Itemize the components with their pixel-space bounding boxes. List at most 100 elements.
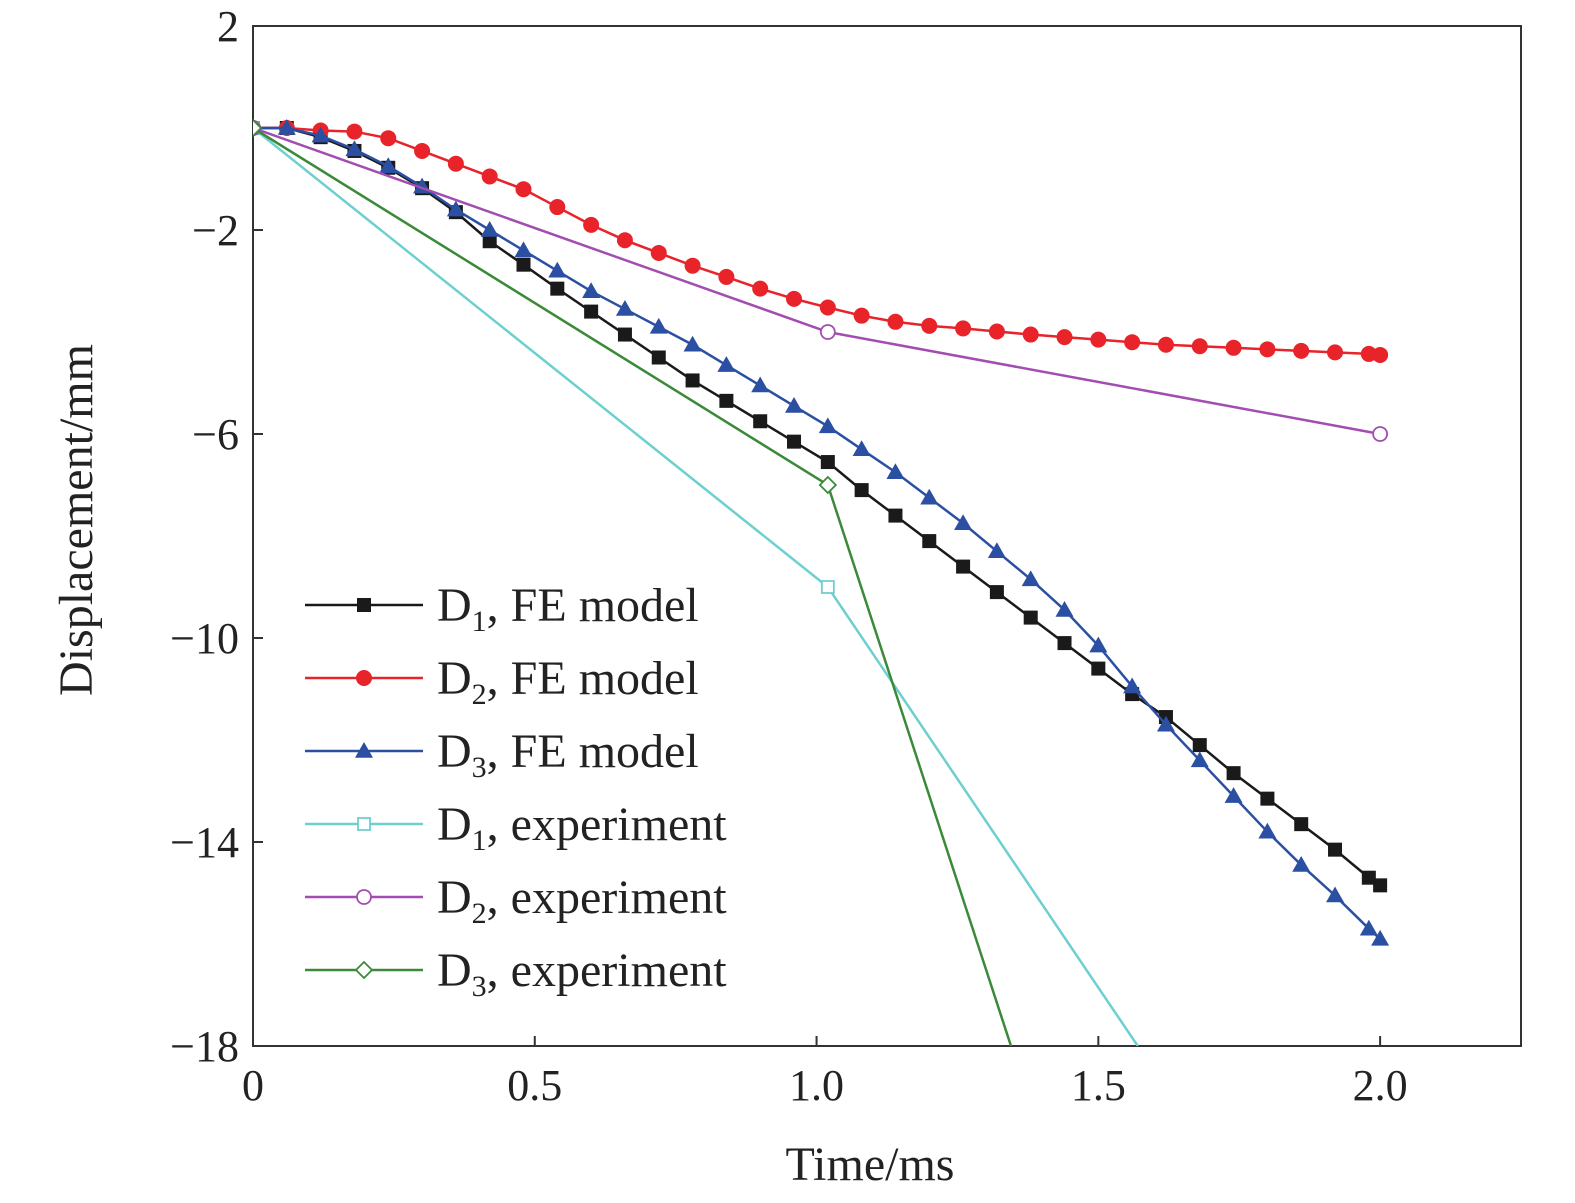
- data-point: [1224, 787, 1243, 803]
- data-point: [1327, 344, 1344, 361]
- data-point: [1258, 822, 1277, 839]
- data-point: [1328, 842, 1343, 857]
- data-point: [584, 304, 599, 319]
- data-point: [447, 155, 464, 172]
- data-point: [616, 232, 633, 249]
- data-point: [685, 373, 700, 388]
- data-point: [277, 119, 296, 135]
- y-tick-label: −6: [192, 410, 239, 459]
- data-point: [515, 181, 532, 198]
- x-tick-label: 1.5: [1071, 1061, 1126, 1110]
- data-point: [954, 514, 973, 530]
- data-point: [481, 168, 498, 185]
- y-tick-label: −2: [192, 206, 239, 255]
- data-point: [719, 393, 734, 408]
- data-point: [920, 488, 939, 505]
- data-point: [987, 542, 1006, 559]
- data-point: [1361, 870, 1376, 885]
- y-tick-label: −10: [170, 614, 239, 663]
- data-point: [514, 241, 533, 258]
- legend-item: D3, FE model: [305, 725, 699, 784]
- data-point: [1226, 766, 1241, 781]
- series-2: [253, 120, 1389, 363]
- data-point: [1090, 331, 1107, 348]
- x-tick-label: 0: [242, 1061, 264, 1110]
- data-point: [1259, 341, 1276, 358]
- data-point: [853, 307, 870, 324]
- data-point: [1326, 886, 1345, 903]
- legend-label: D3, experiment: [437, 944, 727, 1003]
- data-point: [649, 317, 668, 334]
- legend-marker: [357, 817, 371, 831]
- y-axis-title: Displacement/mm: [50, 344, 103, 696]
- y-tick-label: −14: [170, 818, 239, 867]
- legend-marker: [357, 598, 371, 612]
- data-point: [818, 417, 837, 434]
- data-point: [955, 320, 972, 337]
- plot-frame: [252, 25, 1522, 1047]
- data-point: [1372, 426, 1389, 442]
- series-line: [253, 126, 1381, 940]
- data-point: [956, 559, 971, 574]
- legend-label: D2, experiment: [437, 871, 727, 930]
- data-point: [819, 324, 836, 340]
- data-point: [1057, 636, 1072, 651]
- data-point: [852, 440, 871, 457]
- legend-label: D3, FE model: [437, 725, 699, 784]
- data-point: [582, 282, 601, 298]
- data-point: [617, 327, 632, 342]
- y-tick-label: 2: [217, 2, 239, 51]
- data-point: [684, 257, 701, 274]
- data-point: [550, 281, 565, 296]
- legend-marker: [355, 742, 373, 758]
- legend-label: D1, FE model: [437, 579, 699, 638]
- data-point: [988, 323, 1005, 340]
- x-axis: 0 0.5 1.0 1.5 2.0: [242, 1036, 1408, 1110]
- x-tick-label: 0.5: [507, 1061, 562, 1110]
- data-point: [717, 356, 736, 372]
- data-point: [1371, 929, 1390, 946]
- data-point: [1293, 342, 1310, 359]
- data-point: [1294, 817, 1309, 832]
- data-point: [446, 200, 465, 217]
- legend-marker: [356, 889, 372, 905]
- x-tick-label: 2.0: [1353, 1061, 1408, 1110]
- data-point: [752, 280, 769, 297]
- data-point: [1359, 919, 1378, 936]
- x-axis-title: Time/ms: [786, 1138, 955, 1191]
- legend-marker: [356, 670, 372, 686]
- data-point: [785, 396, 804, 413]
- plot-area: [252, 25, 1522, 1047]
- data-point: [1056, 329, 1073, 346]
- series-line: [253, 126, 1381, 436]
- legend-item: D1, experiment: [305, 798, 727, 857]
- data-point: [1089, 636, 1108, 653]
- data-point: [253, 118, 263, 138]
- data-point: [1191, 338, 1208, 355]
- data-point: [516, 257, 531, 272]
- data-point: [887, 313, 904, 330]
- data-point: [1021, 570, 1040, 587]
- data-point: [1373, 878, 1388, 893]
- legend: D1, FE model D2, FE model D3, FE model D1, …: [305, 579, 727, 1003]
- data-point: [345, 140, 364, 157]
- data-point: [615, 300, 634, 316]
- x-tick-label: 1.0: [789, 1061, 844, 1110]
- data-point: [888, 508, 903, 523]
- series-5: [253, 120, 1389, 442]
- data-point: [549, 199, 566, 216]
- legend-item: D3, experiment: [305, 944, 727, 1003]
- series-6: [253, 118, 1013, 1046]
- data-point: [1156, 715, 1175, 732]
- data-point: [379, 157, 398, 173]
- series-layer: [253, 118, 1390, 1046]
- series-3: [253, 119, 1390, 946]
- data-point: [414, 142, 431, 159]
- y-axis: 2 −2 −6 −10 −14 −18: [170, 2, 263, 1071]
- data-point: [650, 244, 667, 261]
- data-point: [1192, 738, 1207, 753]
- data-point: [480, 221, 499, 237]
- data-point: [854, 483, 869, 498]
- y-tick-label: −18: [170, 1022, 239, 1071]
